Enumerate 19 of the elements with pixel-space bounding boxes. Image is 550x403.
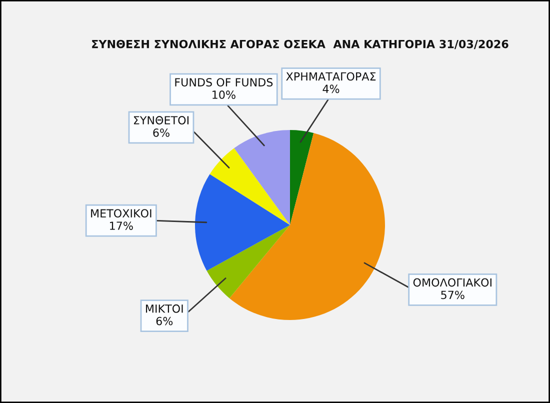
data-label: 17% [110, 222, 133, 230]
data-label: 57% [441, 290, 464, 300]
data-label: 10% [212, 90, 236, 99]
pie-slice [210, 148, 290, 225]
slice-label: ΧΡΗΜΑΤΑΓΟΡΑΣ [286, 72, 376, 81]
pie-slice [195, 174, 290, 271]
pie-slice [290, 130, 314, 225]
data-label: 6% [156, 316, 173, 326]
chart-title: ΣΥΝΘΕΣΗ ΣΥΝΟΛΙΚΗΣ ΑΓΟΡΑΣ ΟΣΕΚΑ ΑΝΑ ΚΑΤΗΓΟΡΙΑ 31/03/2026 [92, 40, 508, 50]
pie-slice [206, 225, 290, 298]
slice-label: ΟΜΟΛΟΓΙΑΚΟΙ [413, 278, 492, 287]
pie-slice [229, 132, 385, 320]
slice-label: ΜΕΤΟΧΙΚΟΙ [91, 209, 152, 218]
slice-label: ΣΥΝΘΕΤΟΙ [134, 116, 188, 124]
data-label: 6% [153, 128, 170, 137]
slice-label: FUNDS OF FUNDS [175, 78, 273, 86]
data-label: 4% [322, 84, 340, 94]
pie-slice [234, 130, 290, 225]
slice-label: ΜΙΚΤΟΙ [146, 304, 183, 313]
